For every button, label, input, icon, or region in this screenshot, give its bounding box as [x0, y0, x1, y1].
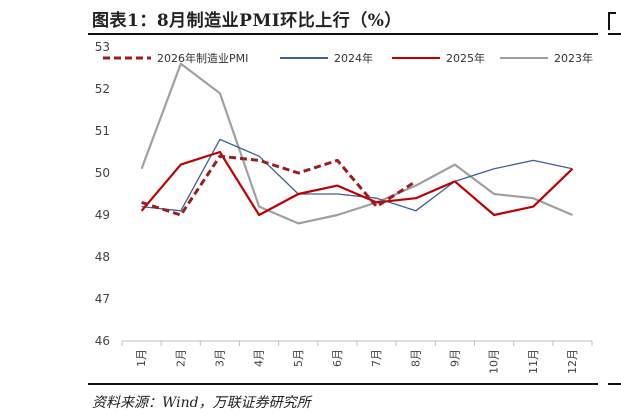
series-line-2 — [140, 150, 574, 217]
y-tick-label: 46 — [95, 334, 110, 348]
x-tick-label: 2月 — [174, 349, 187, 367]
x-tick-label: 4月 — [253, 349, 266, 367]
series-line-0 — [141, 154, 417, 217]
source-rule — [88, 383, 598, 385]
x-tick-label: 6月 — [331, 349, 344, 367]
figure-title: 图表1：8月制造业PMI环比上行（%） — [92, 11, 402, 31]
x-tick-label: 9月 — [448, 349, 461, 367]
y-tick-label: 48 — [95, 250, 110, 264]
y-tick-label: 51 — [95, 124, 110, 138]
adjacent-panel-edge — [608, 12, 616, 30]
series-line-1 — [141, 138, 573, 212]
legend: 2026年制造业PMI 2024年 2025年 2023年 — [103, 51, 593, 65]
x-tick-label: 7月 — [370, 349, 383, 367]
legend-label-3: 2023年 — [554, 51, 593, 65]
x-tick-label: 1月 — [135, 349, 148, 367]
x-tick-label: 11月 — [527, 349, 540, 374]
y-axis: 46 47 48 49 50 51 52 53 — [95, 40, 110, 348]
series-layer — [140, 62, 574, 225]
y-tick-label: 53 — [95, 40, 110, 54]
adjacent-panel-rule-bottom — [608, 383, 621, 385]
series-line-3 — [140, 62, 573, 225]
x-tick-label: 5月 — [292, 349, 305, 367]
figure-source: 资料来源：Wind，万联证券研究所 — [92, 395, 311, 411]
x-tick-label: 3月 — [213, 349, 226, 367]
x-tick-label: 8月 — [409, 349, 422, 367]
legend-label-0: 2026年制造业PMI — [157, 51, 248, 65]
x-axis: 1月 2月 3月 4月 5月 6月 7月 8月 9月 10月 11月 12月 — [121, 340, 593, 374]
y-tick-label: 50 — [95, 166, 110, 180]
y-tick-label: 49 — [95, 208, 110, 222]
adjacent-panel-rule — [608, 33, 621, 35]
x-tick-label: 12月 — [566, 349, 579, 374]
y-tick-label: 47 — [95, 292, 110, 306]
y-tick-label: 52 — [95, 82, 110, 96]
title-rule — [88, 33, 598, 35]
legend-label-1: 2024年 — [334, 51, 373, 65]
x-tick-label: 10月 — [488, 349, 501, 374]
legend-label-2: 2025年 — [446, 51, 485, 65]
